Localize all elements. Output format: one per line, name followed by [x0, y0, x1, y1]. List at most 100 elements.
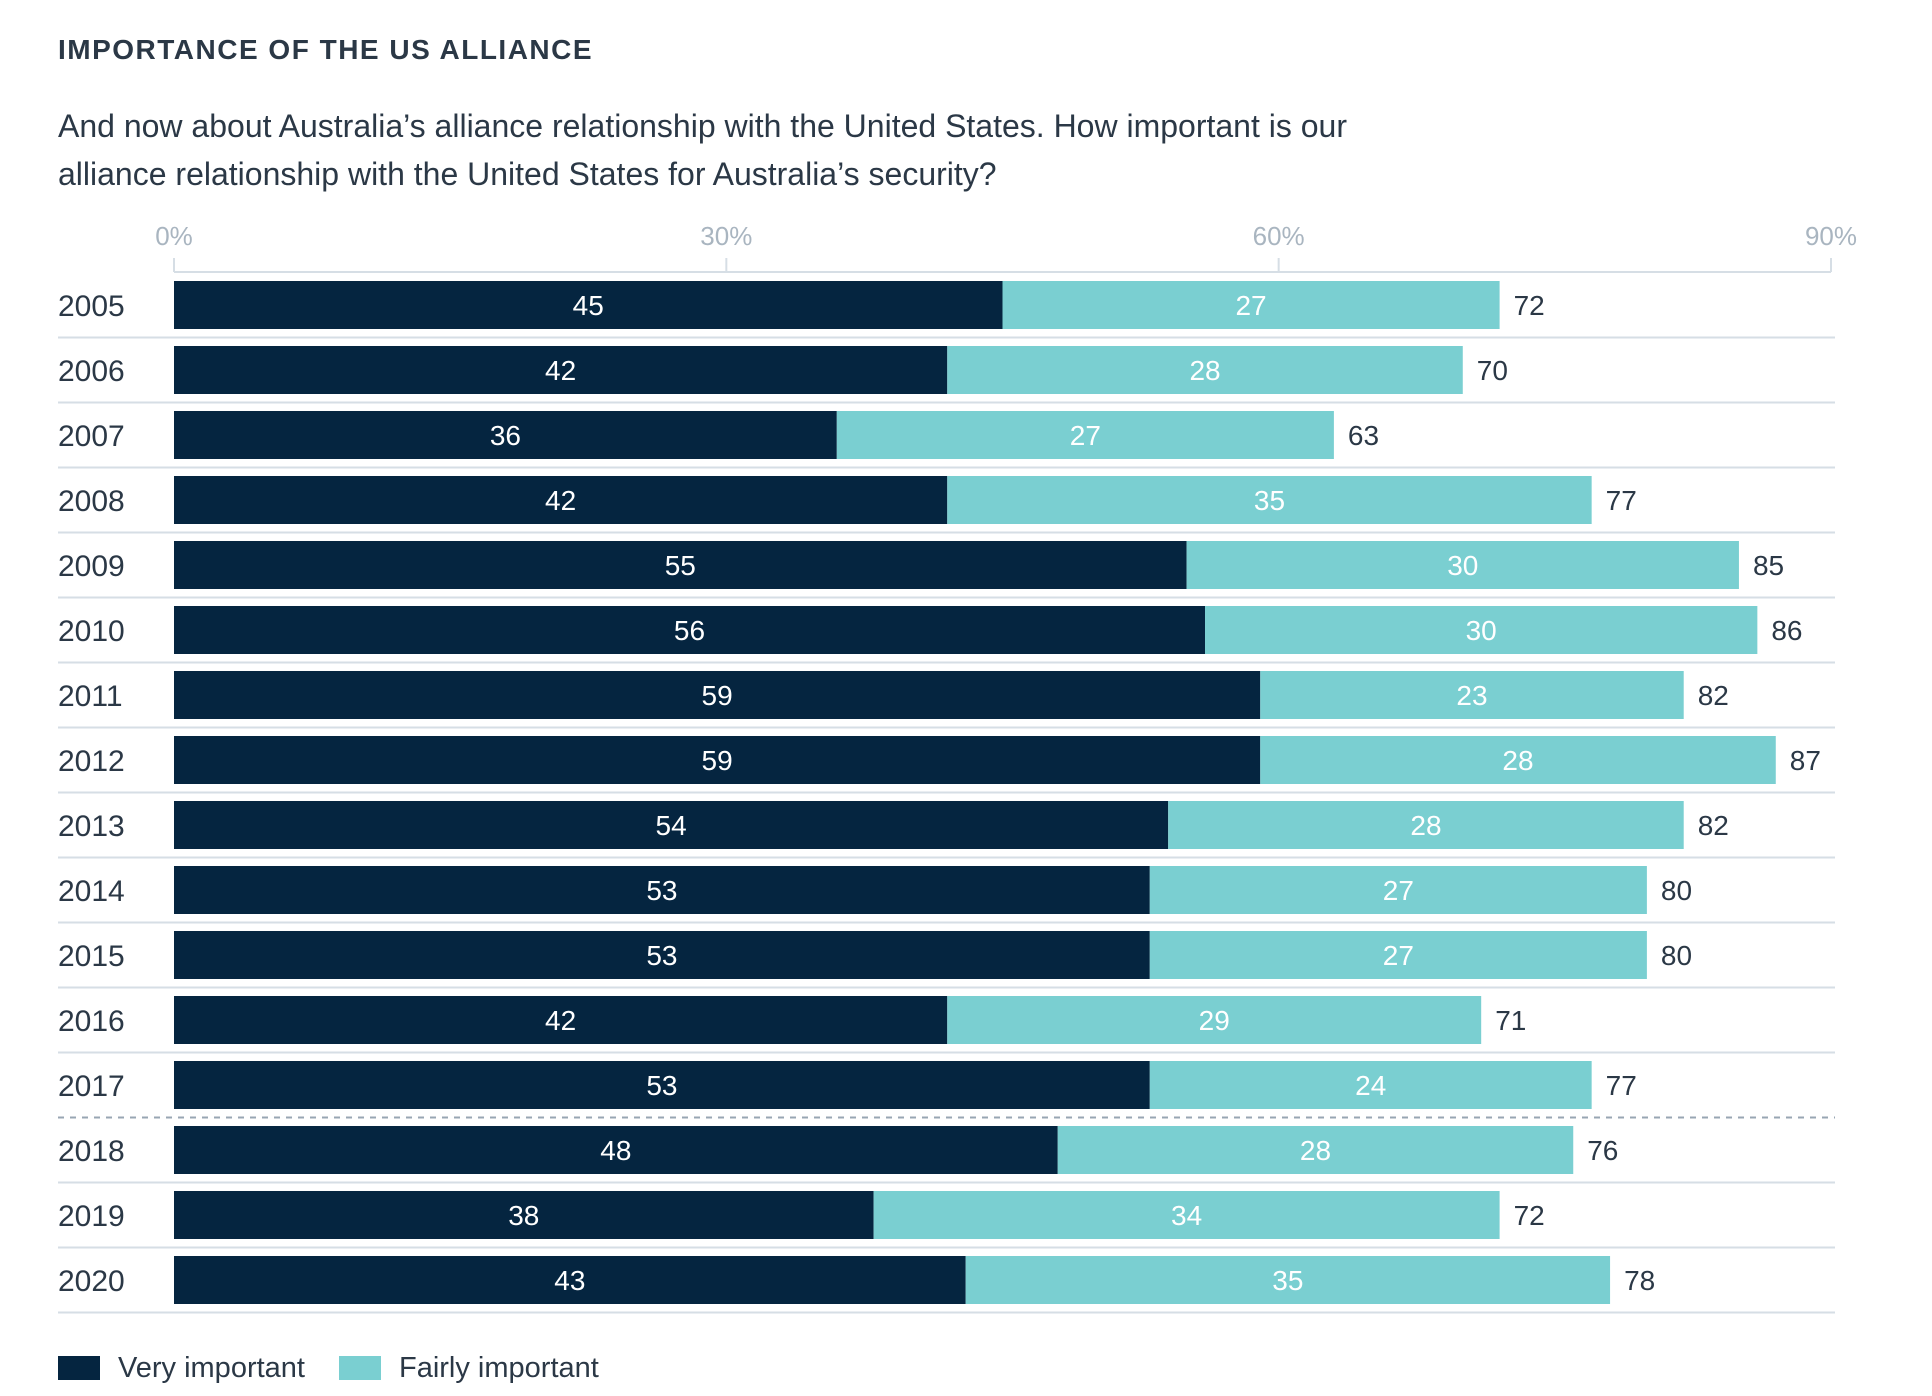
bar-fairly-important	[947, 476, 1592, 524]
bar-very-important	[174, 281, 1003, 329]
data-label-fairly-important: 27	[1070, 420, 1101, 451]
stacked-bar-chart: 0% 30% 60% 90% 2005 45 27 72 2006 42 28 70 2007 36 27 6…	[58, 221, 1857, 1314]
category-label: 2006	[58, 355, 125, 388]
data-label-total: 63	[1348, 420, 1379, 451]
bar-very-important	[174, 1061, 1150, 1109]
data-label-total: 71	[1495, 1005, 1526, 1036]
bar-very-important	[174, 606, 1206, 654]
data-label-fairly-important: 34	[1171, 1200, 1202, 1231]
category-label: 2014	[58, 875, 125, 908]
data-label-total: 70	[1477, 355, 1508, 386]
category-label: 2009	[58, 550, 125, 583]
legend-label-very-important: Very important	[118, 1351, 305, 1384]
category-label: 2008	[58, 485, 125, 518]
bar-fairly-important	[1186, 541, 1739, 589]
data-label-fairly-important: 29	[1199, 1005, 1230, 1036]
bar-very-important	[174, 1126, 1058, 1174]
data-label-very-important: 48	[600, 1135, 631, 1166]
bar-very-important	[174, 866, 1150, 914]
legend-item-fairly-important: Fairly important	[338, 1351, 599, 1385]
data-label-fairly-important: 28	[1189, 355, 1220, 386]
data-label-total: 80	[1661, 940, 1692, 971]
data-label-fairly-important: 27	[1235, 290, 1266, 321]
bar-very-important	[174, 1191, 874, 1239]
data-label-fairly-important: 30	[1447, 550, 1478, 581]
data-label-fairly-important: 27	[1383, 875, 1414, 906]
data-label-very-important: 42	[545, 355, 576, 386]
chart-title: IMPORTANCE OF THE US ALLIANCE	[58, 34, 594, 65]
bar-very-important	[174, 671, 1261, 719]
bar-fairly-important	[1149, 1061, 1592, 1109]
data-label-very-important: 45	[573, 290, 604, 321]
bar-very-important	[174, 346, 948, 394]
category-label: 2010	[58, 615, 125, 648]
bar-fairly-important	[1260, 671, 1684, 719]
data-label-very-important: 55	[665, 550, 696, 581]
data-label-total: 76	[1587, 1135, 1618, 1166]
data-label-fairly-important: 30	[1466, 615, 1497, 646]
data-label-very-important: 42	[545, 1005, 576, 1036]
data-label-total: 78	[1624, 1265, 1655, 1296]
data-label-fairly-important: 28	[1502, 745, 1533, 776]
data-label-very-important: 59	[702, 680, 733, 711]
category-label: 2007	[58, 420, 125, 453]
data-label-total: 87	[1790, 745, 1821, 776]
bar-very-important	[174, 996, 948, 1044]
bar-fairly-important	[1149, 866, 1647, 914]
category-label: 2020	[58, 1265, 125, 1298]
x-tick-label: 30%	[700, 221, 752, 251]
data-label-fairly-important: 28	[1300, 1135, 1331, 1166]
bar-very-important	[174, 1256, 966, 1304]
data-label-very-important: 54	[656, 810, 687, 841]
data-label-fairly-important: 27	[1383, 940, 1414, 971]
x-tick-label: 0%	[155, 221, 193, 251]
data-label-very-important: 42	[545, 485, 576, 516]
bar-fairly-important	[1260, 736, 1776, 784]
bar-fairly-important	[1149, 931, 1647, 979]
category-label: 2018	[58, 1135, 125, 1168]
bar-fairly-important	[836, 411, 1334, 459]
legend-swatch-very-important	[58, 1356, 100, 1380]
category-label: 2015	[58, 940, 125, 973]
data-label-very-important: 53	[646, 1070, 677, 1101]
bar-very-important	[174, 541, 1187, 589]
data-label-total: 86	[1771, 615, 1802, 646]
x-tick-label: 60%	[1253, 221, 1305, 251]
x-tick-label: 90%	[1805, 221, 1857, 251]
bar-very-important	[174, 931, 1150, 979]
legend-label-fairly-important: Fairly important	[398, 1351, 599, 1384]
data-label-total: 72	[1514, 1200, 1545, 1231]
data-label-very-important: 43	[554, 1265, 585, 1296]
legend-swatch-fairly-important	[338, 1356, 381, 1380]
chart-subtitle: And now about Australia’s alliance relat…	[58, 108, 1347, 192]
data-label-fairly-important: 35	[1272, 1265, 1303, 1296]
data-label-fairly-important: 23	[1456, 680, 1487, 711]
data-label-very-important: 36	[490, 420, 521, 451]
category-label: 2013	[58, 810, 125, 843]
data-label-total: 85	[1753, 550, 1784, 581]
legend: Very important Fairly important	[58, 1350, 633, 1386]
data-label-very-important: 53	[646, 940, 677, 971]
data-label-total: 77	[1606, 1070, 1637, 1101]
bar-fairly-important	[1205, 606, 1758, 654]
category-label: 2019	[58, 1200, 125, 1233]
data-label-fairly-important: 24	[1355, 1070, 1386, 1101]
bar-very-important	[174, 476, 948, 524]
category-label: 2016	[58, 1005, 125, 1038]
legend-item-very-important: Very important	[58, 1352, 305, 1385]
bar-fairly-important	[1057, 1126, 1574, 1174]
category-label: 2005	[58, 290, 125, 323]
bar-very-important	[174, 411, 837, 459]
category-label: 2011	[58, 680, 123, 713]
data-label-very-important: 38	[508, 1200, 539, 1231]
data-label-fairly-important: 35	[1254, 485, 1285, 516]
bar-fairly-important	[873, 1191, 1500, 1239]
bar-very-important	[174, 736, 1261, 784]
data-label-total: 77	[1606, 485, 1637, 516]
bar-fairly-important	[947, 346, 1463, 394]
bar-fairly-important	[1168, 801, 1684, 849]
data-label-very-important: 59	[702, 745, 733, 776]
data-label-total: 82	[1698, 680, 1729, 711]
bar-fairly-important	[965, 1256, 1611, 1304]
bar-very-important	[174, 801, 1169, 849]
